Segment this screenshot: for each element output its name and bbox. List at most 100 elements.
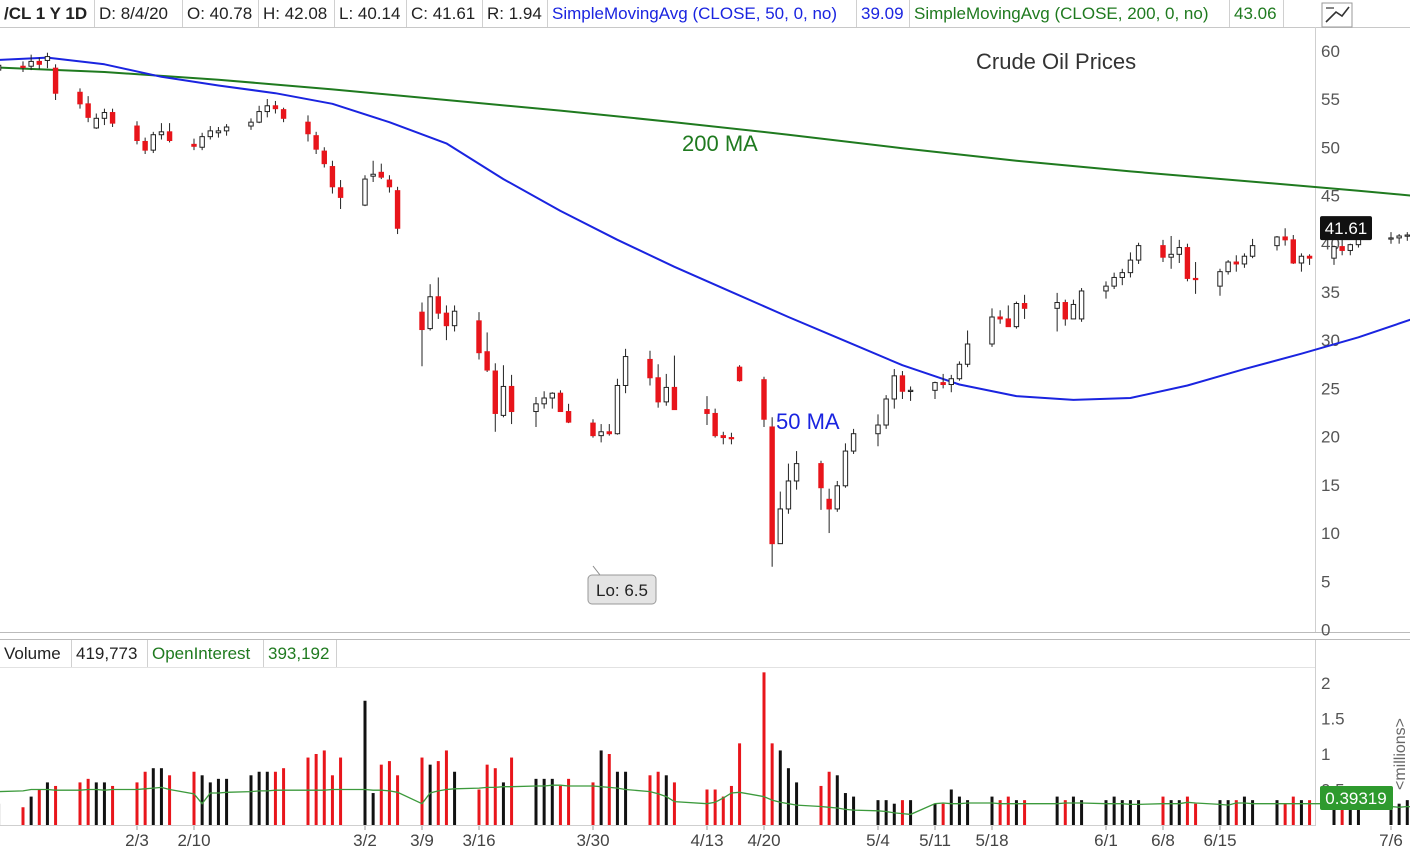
candle	[598, 424, 604, 443]
volume-bar	[762, 672, 766, 825]
candle	[777, 491, 783, 545]
chart-title: Crude Oil Prices	[976, 49, 1136, 74]
candle	[36, 57, 42, 70]
volume-bar	[998, 800, 1002, 825]
price-axis-tick-label: 60	[1321, 42, 1340, 61]
volume-bar	[966, 800, 970, 825]
price-axis-tick-label: 10	[1321, 524, 1340, 543]
volume-bar	[1405, 800, 1409, 825]
volume-bar	[94, 782, 98, 825]
candle	[1233, 255, 1239, 272]
volume-bar	[933, 803, 937, 825]
candle	[614, 378, 621, 435]
drawing-tool-icon[interactable]	[1321, 2, 1353, 28]
volume-bar	[1356, 800, 1360, 825]
candle	[891, 369, 897, 409]
candle	[826, 488, 832, 534]
volume-bar	[534, 778, 538, 825]
candle-body	[1111, 276, 1117, 287]
volume-bar	[705, 789, 709, 825]
volume-bar	[1137, 800, 1141, 825]
candle	[1274, 235, 1280, 251]
volume-bar	[208, 782, 212, 825]
candle	[1217, 268, 1223, 296]
candle	[77, 88, 83, 109]
candle-body	[614, 384, 621, 435]
volume-bar	[990, 796, 994, 825]
candle-body	[305, 121, 311, 135]
price-axis-tick-label: 20	[1321, 428, 1340, 447]
volume-bar	[200, 775, 204, 825]
volume-bar	[1299, 800, 1303, 825]
volume-bar	[510, 757, 514, 825]
candle-body	[850, 433, 857, 452]
candle	[1184, 243, 1191, 282]
volume-bar	[1080, 800, 1084, 825]
open-interest-label[interactable]: OpenInterest	[148, 640, 264, 667]
candle-body	[20, 65, 26, 68]
candle-body	[85, 103, 91, 118]
candle-body	[272, 105, 279, 110]
sma50-label[interactable]: SimpleMovingAvg (CLOSE, 50, 0, no)	[548, 0, 857, 27]
candle	[101, 108, 108, 126]
volume-bar	[143, 771, 147, 825]
candle	[834, 480, 840, 512]
volume-bar	[1014, 800, 1018, 825]
volume-bar	[21, 807, 25, 825]
candle	[818, 460, 824, 510]
x-axis-tick-label: 5/11	[919, 831, 951, 850]
candle-body	[313, 135, 319, 150]
volume-bar	[591, 782, 595, 825]
symbol-label[interactable]: /CL 1 Y 1D	[0, 0, 95, 27]
volume-bar	[1348, 800, 1352, 825]
candle	[1306, 254, 1313, 265]
candle-body	[36, 60, 42, 65]
candle	[1062, 299, 1068, 326]
candle-body	[1396, 235, 1402, 239]
candle-body	[1135, 245, 1142, 261]
candle	[761, 376, 767, 427]
candle	[435, 277, 441, 319]
candle-body	[321, 150, 327, 165]
candle	[207, 126, 213, 140]
volume-bar	[1291, 796, 1295, 825]
candle-body	[44, 56, 51, 61]
candle-body	[476, 320, 482, 354]
candle-body	[826, 498, 832, 510]
candle	[1168, 235, 1174, 269]
candle-body	[606, 431, 612, 435]
volume-bar	[615, 771, 619, 825]
candle-body	[484, 351, 490, 371]
candle-body	[199, 136, 205, 148]
candle-body	[875, 424, 881, 435]
candle	[533, 397, 539, 427]
volume-bar	[396, 775, 400, 825]
price-axis-tick-label: 55	[1321, 90, 1340, 109]
volume-bar	[453, 771, 457, 825]
x-axis-tick-label: 3/16	[462, 831, 495, 850]
candle-body	[370, 173, 376, 177]
candle	[1111, 272, 1117, 290]
low-readout: L: 40.14	[335, 0, 407, 27]
volume-bar	[1177, 800, 1181, 825]
volume-bar	[721, 796, 725, 825]
volume-bar	[1120, 800, 1124, 825]
candle-body	[793, 463, 800, 482]
candle	[590, 419, 596, 438]
candle	[655, 364, 661, 408]
ma50-line-path	[0, 56, 1410, 401]
volume-bar	[1071, 796, 1075, 825]
sma50-value: 39.09	[857, 0, 910, 27]
candle	[704, 396, 710, 426]
volume-bar	[1226, 800, 1230, 825]
volume-bar	[1332, 796, 1336, 825]
candle	[93, 113, 99, 129]
candle	[492, 363, 498, 432]
volume-label[interactable]: Volume	[0, 640, 72, 667]
volume-bar	[436, 761, 440, 825]
candle-body	[704, 409, 710, 414]
candle	[1192, 262, 1199, 294]
sma200-label[interactable]: SimpleMovingAvg (CLOSE, 200, 0, no)	[910, 0, 1230, 27]
x-axis-tick-label: 4/20	[747, 831, 780, 850]
